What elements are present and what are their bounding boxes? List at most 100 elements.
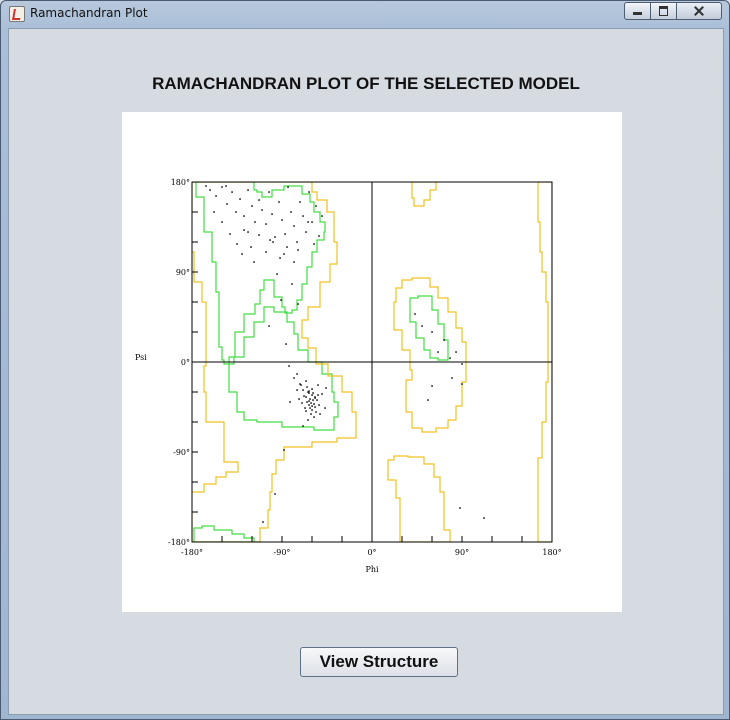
y-axis-label: Psi: [135, 353, 147, 362]
residue-point: [293, 261, 295, 263]
residue-point: [311, 394, 313, 396]
residue-point: [461, 363, 463, 365]
view-structure-button[interactable]: View Structure: [300, 647, 458, 677]
residue-point: [285, 343, 287, 345]
residue-point: [302, 389, 304, 391]
residue-point: [269, 239, 271, 241]
x-tick-label: -180°: [181, 548, 203, 557]
residue-point: [325, 387, 327, 389]
residue-point: [313, 243, 315, 245]
residue-point: [304, 407, 306, 409]
residue-point: [311, 405, 313, 407]
residue-point: [314, 397, 316, 399]
residue-point: [272, 241, 274, 243]
maximize-button[interactable]: [651, 2, 676, 20]
residue-point: [300, 384, 302, 386]
plot-heading: RAMACHANDRAN PLOT OF THE SELECTED MODEL: [152, 74, 580, 93]
ramachandran-plot: -180° -90° 0° 90° 180° 180° 90° 0° -90° -180° Phi P…: [135, 178, 562, 574]
residue-point: [312, 399, 314, 401]
residue-point: [284, 233, 286, 235]
residue-point: [251, 205, 253, 207]
residue-point: [247, 231, 249, 233]
residue-point: [427, 399, 429, 401]
content-pane: RAMACHANDRAN PLOT OF THE SELECTED MODEL …: [8, 28, 724, 715]
plot-panel: -180° -90° 0° 90° 180° 180° 90° 0° -90° -180° Phi P…: [122, 112, 622, 612]
residue-point: [307, 221, 309, 223]
residue-point: [247, 189, 249, 191]
residue-point: [311, 409, 313, 411]
title-bar[interactable]: Ramachandran Plot: [1, 1, 729, 27]
residue-point: [289, 401, 291, 403]
residue-point: [314, 396, 316, 398]
residue-point: [276, 273, 278, 275]
residue-point: [209, 189, 211, 191]
residue-point: [421, 325, 423, 327]
residue-point: [283, 253, 285, 255]
x-tick-label: 0°: [367, 548, 376, 557]
residue-point: [431, 385, 433, 387]
residue-point: [235, 211, 237, 213]
y-tick-label: 90°: [176, 268, 190, 277]
minimize-button[interactable]: [624, 2, 651, 20]
residue-point: [226, 203, 228, 205]
region-outline-allowed-right-edge: [537, 182, 552, 542]
residue-point: [321, 393, 323, 395]
residue-point: [431, 331, 433, 333]
region-outline-allowed-alphaL: [393, 277, 467, 433]
close-button[interactable]: [676, 2, 722, 20]
window-controls: [624, 2, 722, 20]
residue-point: [288, 365, 290, 367]
residue-point: [215, 195, 217, 197]
residue-point: [317, 384, 319, 386]
residue-point: [299, 383, 301, 385]
residue-point: [307, 419, 309, 421]
residue-point: [278, 201, 280, 203]
residue-point: [308, 191, 310, 193]
residue-point: [296, 373, 298, 375]
region-outline-core: [195, 182, 339, 431]
residue-point: [318, 235, 320, 237]
residue-point: [291, 283, 293, 285]
residue-point: [317, 394, 319, 396]
residue-point: [297, 249, 299, 251]
x-tick-label: -90°: [274, 548, 291, 557]
residue-point: [271, 213, 273, 215]
x-tick-label: 90°: [455, 548, 469, 557]
x-axis-label: Phi: [365, 565, 379, 574]
residue-point: [239, 198, 241, 200]
java-cup-icon: [9, 6, 25, 22]
y-tick-label: -90°: [173, 448, 190, 457]
residue-point: [280, 299, 282, 301]
residue-point: [253, 261, 255, 263]
residue-point: [301, 402, 303, 404]
residue-point: [324, 407, 326, 409]
residue-point: [225, 185, 227, 187]
residue-point: [229, 233, 231, 235]
residue-point: [303, 395, 305, 397]
residue-point: [315, 411, 317, 413]
residue-point: [293, 225, 295, 227]
residue-point: [459, 507, 461, 509]
residue-point: [305, 380, 307, 382]
residue-point: [287, 186, 289, 188]
residue-point: [455, 351, 457, 353]
y-tick-label: 180°: [171, 178, 190, 187]
residue-point: [309, 407, 311, 409]
residue-point: [308, 404, 310, 406]
residue-point: [205, 185, 207, 187]
residue-point: [296, 389, 298, 391]
residue-point: [451, 377, 453, 379]
region-outline-allowed: [192, 182, 357, 542]
residue-point: [243, 215, 245, 217]
residue-point: [312, 392, 314, 394]
residue-point: [302, 425, 304, 427]
residue-point: [286, 246, 288, 248]
residue-point: [311, 221, 313, 223]
residue-point: [449, 357, 451, 359]
region-outline-core-alphaL: [409, 295, 449, 361]
residue-point: [265, 251, 267, 253]
residue-point: [258, 199, 260, 201]
residue-point: [305, 231, 307, 233]
residue-point: [318, 404, 320, 406]
